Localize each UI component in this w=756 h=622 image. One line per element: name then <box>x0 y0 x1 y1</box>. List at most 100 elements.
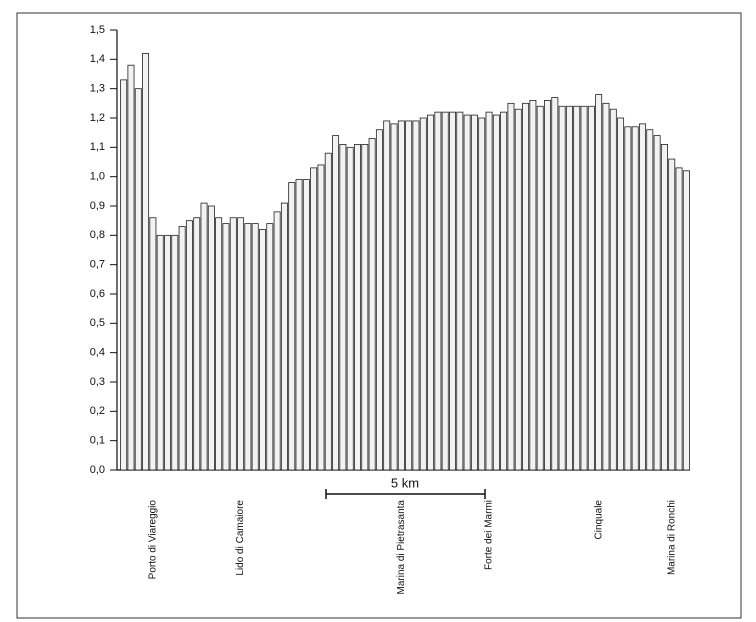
frame <box>16 12 742 619</box>
bar <box>354 143 361 471</box>
bar <box>646 129 654 471</box>
bar <box>237 217 245 471</box>
bar <box>324 152 332 471</box>
bar <box>120 79 128 471</box>
bar <box>156 234 164 471</box>
bar <box>595 94 603 471</box>
x-tick-label: Cinquale <box>593 500 604 540</box>
bar <box>441 111 449 471</box>
x-tick-label: Marina di Ronchi <box>666 500 677 575</box>
bar <box>419 117 427 471</box>
bar <box>660 143 668 471</box>
bar <box>609 108 617 471</box>
y-tick-label: 0,4 <box>90 347 105 359</box>
bar <box>675 167 683 471</box>
bar <box>485 111 493 471</box>
bar <box>558 105 566 471</box>
bar <box>456 111 464 471</box>
x-tick-label: Lido di Camaiore <box>235 500 246 576</box>
bar <box>346 146 354 471</box>
y-tick-label: 1,4 <box>90 53 105 65</box>
bar <box>624 126 632 471</box>
bar <box>514 108 522 471</box>
bar <box>397 120 405 471</box>
bar <box>368 138 376 471</box>
bar <box>302 179 310 471</box>
bar <box>587 105 595 471</box>
bar <box>470 114 478 471</box>
bar <box>229 217 237 471</box>
y-tick-label: 1,1 <box>90 141 105 153</box>
bar <box>164 234 171 471</box>
bar <box>273 211 281 471</box>
y-tick-label: 0,0 <box>90 464 105 476</box>
bar <box>185 220 193 471</box>
y-tick-label: 0,7 <box>90 259 105 271</box>
bar <box>383 120 391 471</box>
bar <box>565 105 573 471</box>
bar <box>149 217 157 471</box>
bar <box>668 158 676 471</box>
scale-label: 5 km <box>391 475 419 490</box>
bar <box>573 105 581 471</box>
bar <box>507 102 515 471</box>
bar <box>682 170 690 471</box>
bar <box>171 234 179 471</box>
bar <box>295 179 303 471</box>
x-tick-label: Marina di Pietrasanta <box>396 500 407 595</box>
bar <box>653 135 661 471</box>
bar <box>536 105 544 471</box>
bar <box>244 223 252 471</box>
bar <box>492 114 500 471</box>
bar <box>631 126 639 471</box>
bar <box>310 167 318 471</box>
bar <box>463 114 471 471</box>
y-tick-label: 0,2 <box>90 405 105 417</box>
y-tick-label: 0,9 <box>90 200 105 212</box>
bar <box>405 120 413 471</box>
bar <box>178 226 186 471</box>
bar <box>449 111 456 471</box>
bar <box>617 117 625 471</box>
bar <box>544 100 551 471</box>
y-tick-label: 0,8 <box>90 229 105 241</box>
bar <box>259 229 266 471</box>
bar <box>288 182 296 471</box>
bar <box>500 111 508 471</box>
bar <box>602 102 610 471</box>
bar <box>251 223 259 471</box>
y-tick-label: 0,1 <box>90 435 105 447</box>
bar <box>375 129 383 471</box>
bar <box>332 135 340 471</box>
bar <box>434 111 442 471</box>
y-tick-label: 1,3 <box>90 83 105 95</box>
bar <box>193 217 201 471</box>
bar <box>478 117 486 471</box>
bar <box>266 223 274 471</box>
y-tick-label: 0,6 <box>90 288 105 300</box>
y-tick-label: 0,3 <box>90 376 105 388</box>
y-tick-label: 1,0 <box>90 171 105 183</box>
bar <box>390 123 398 471</box>
bar <box>529 100 537 471</box>
bar <box>222 223 230 471</box>
x-tick-label: Porto di Viareggio <box>148 500 159 580</box>
bar <box>412 120 420 471</box>
bar <box>207 205 215 471</box>
bar <box>361 143 369 471</box>
bar <box>522 102 530 471</box>
bar <box>551 97 559 471</box>
y-tick-label: 1,2 <box>90 112 105 124</box>
bar <box>134 88 142 471</box>
bar <box>317 164 325 471</box>
bar <box>127 64 135 471</box>
y-tick-label: 0,5 <box>90 317 105 329</box>
bar <box>427 114 435 471</box>
bar <box>339 143 347 471</box>
bar <box>580 105 588 471</box>
bar <box>280 202 288 471</box>
bar <box>142 53 150 471</box>
bar <box>200 202 208 471</box>
bar <box>639 123 646 471</box>
